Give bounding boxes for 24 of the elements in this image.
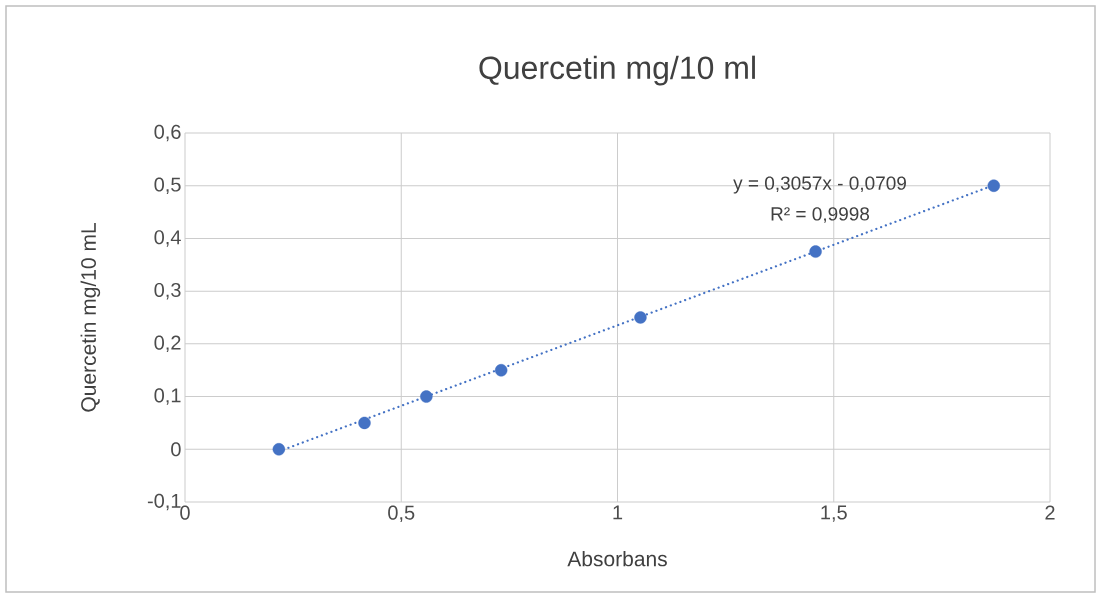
- y-tick-label: 0: [171, 442, 181, 457]
- point: [358, 416, 371, 430]
- y-tick-label: 0,1: [154, 388, 181, 405]
- x-tick-label: 2: [1045, 505, 1055, 520]
- point: [272, 443, 286, 456]
- x-tick-label: 1: [613, 505, 623, 520]
- y-tick-label: 0,4: [154, 230, 181, 247]
- point: [494, 364, 508, 377]
- y-tick-label: 0,5: [154, 177, 181, 194]
- x-tick-label: 1,5: [821, 505, 847, 522]
- annotation: R² = 0,9998: [771, 207, 870, 223]
- y-tick-label: 0,6: [154, 124, 181, 142]
- annotation: y = 0,3057x - 0,0709: [733, 176, 906, 194]
- x-tick-label: 0,5: [388, 505, 415, 523]
- y-axis-title: Quercetin mg/10 mL: [80, 223, 101, 412]
- y-tick-label: 0,2: [154, 335, 181, 353]
- y-tick-label: -0,1: [147, 493, 181, 511]
- chart-title: Quercetin mg/10 ml: [479, 55, 755, 86]
- point: [634, 311, 647, 324]
- point: [809, 245, 822, 258]
- x-axis-title: Absorbans: [567, 550, 667, 567]
- point: [987, 179, 1000, 192]
- y-tick-label: 0,3: [154, 282, 181, 300]
- point: [420, 390, 433, 403]
